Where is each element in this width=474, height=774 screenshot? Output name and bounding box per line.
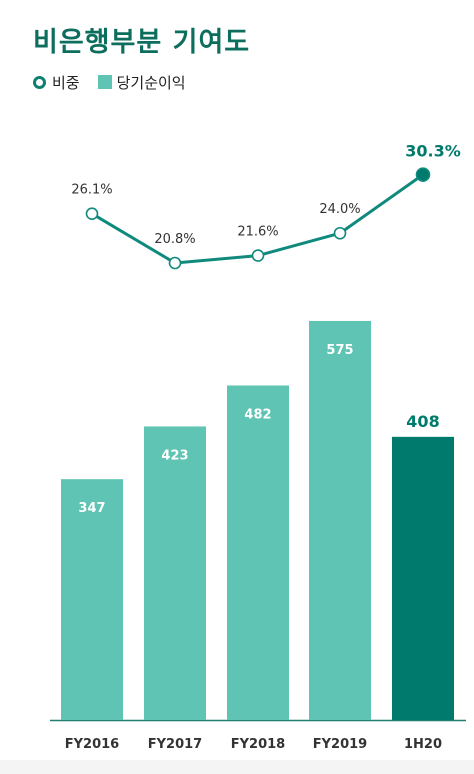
x-tick-label: FY2018 <box>231 737 285 752</box>
line-value-label: 24.0% <box>319 202 360 217</box>
line-value-label: 20.8% <box>154 232 195 247</box>
x-tick-label: FY2017 <box>148 737 202 752</box>
line-point <box>168 256 182 270</box>
legend-profit-label: 당기순이익 <box>116 73 186 92</box>
line-point <box>251 249 265 262</box>
bar-value-label: 575 <box>326 343 353 358</box>
line-point <box>85 207 99 221</box>
bar-value-label: 423 <box>161 448 188 463</box>
line-point <box>333 226 347 240</box>
legend: 비중 당기순이익 <box>33 71 186 93</box>
bar <box>227 385 289 720</box>
legend-profit-marker-icon <box>97 75 112 89</box>
bar-value-label: 347 <box>78 501 105 516</box>
legend-ratio-label: 비중 <box>52 73 80 92</box>
legend-ratio-marker-icon <box>33 75 46 89</box>
chart-title: 비은행부분 기여도 <box>33 27 251 58</box>
x-tick-label: FY2016 <box>65 737 119 752</box>
bar <box>61 479 123 720</box>
x-tick-label: 1H20 <box>404 737 442 752</box>
bar-value-label: 408 <box>406 412 439 431</box>
line-value-label: 30.3% <box>405 142 461 161</box>
line-value-label: 21.6% <box>237 225 278 240</box>
bar <box>144 426 206 720</box>
bar-highlight <box>392 436 454 720</box>
line-point-highlight <box>415 167 431 182</box>
x-tick-label: FY2019 <box>313 737 367 752</box>
bar <box>309 320 371 720</box>
line-value-label: 26.1% <box>71 183 112 198</box>
bar-value-label: 482 <box>244 407 271 422</box>
bottom-strip <box>0 760 474 774</box>
